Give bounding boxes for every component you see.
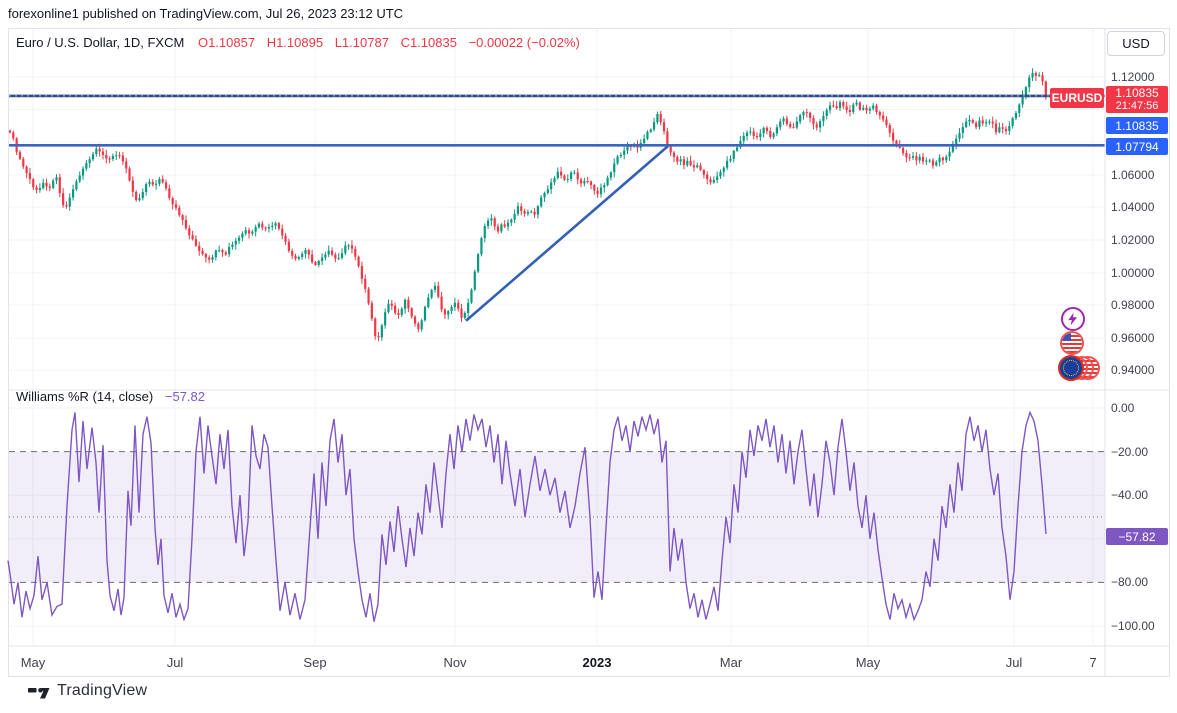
time-tick-label: Sep [303,655,327,670]
price-tick-label: 0.94000 [1111,363,1155,377]
time-tick-label: Jul [166,655,184,670]
ohlc-low: L1.10787 [334,35,389,50]
indicator-title: Williams %R (14, close) [16,389,154,404]
time-tick-label: May [20,655,46,670]
ohlc-close: C1.10835 [400,35,457,50]
tradingview-footer[interactable]: TradingView [28,682,147,700]
time-tick-label: Mar [719,655,743,670]
lightning-bolt-icon [1068,312,1078,326]
current-price-badge: 1.10835 21:47:56 [1106,86,1168,113]
eu-flag-icon [1058,355,1084,381]
price-tick-label: 0.98000 [1111,298,1155,312]
tradingview-logo-icon [28,687,50,698]
currency-button[interactable]: USD [1107,31,1165,56]
indicator-tick-label: −100.00 [1111,619,1155,633]
hline-price-badge: 1.07794 [1106,138,1168,155]
time-tick-label: 2023 [582,655,612,670]
chart-frame [8,28,1170,677]
price-tick-label: 1.04000 [1111,200,1155,214]
indicator-legend[interactable]: Williams %R (14, close) −57.82 [16,389,205,404]
ohlc-change: −0.00022 (−0.02%) [468,35,580,50]
symbol-title: Euro / U.S. Dollar, 1D, FXCM [16,35,185,50]
time-tick-label: May [855,655,881,670]
time-tick-label: 7 [1089,655,1097,670]
indicator-tick-label: −40.00 [1111,488,1149,502]
us-flag-icon[interactable] [1060,331,1084,355]
indicator-value-badge: −57.82 [1106,528,1168,545]
symbol-legend[interactable]: Euro / U.S. Dollar, 1D, FXCM O1.10857 H1… [16,35,588,50]
price-tick-label: 1.02000 [1111,233,1155,247]
price-tick-label: 1.00000 [1111,266,1155,280]
price-tick-label: 1.06000 [1111,168,1155,182]
us-flag [1062,333,1082,353]
tradingview-wordmark: TradingView [57,682,148,699]
symbol-price-tag[interactable]: EURUSD [1050,88,1104,108]
current-price: 1.10835 [1115,85,1159,100]
indicator-tick-label: −80.00 [1111,575,1149,589]
indicator-tick-label: 0.00 [1111,401,1135,415]
ohlc-high: H1.10895 [266,35,324,50]
indicator-tick-label: −20.00 [1111,445,1149,459]
attribution-text: forexonline1 published on TradingView.co… [8,6,404,21]
indicator-value: −57.82 [164,389,205,404]
eu-flag-stack-icon[interactable] [1058,355,1104,381]
time-tick-label: Jul [1005,655,1023,670]
time-tick-label: Nov [443,655,467,670]
bar-countdown: 21:47:56 [1115,99,1159,112]
price-tick-label: 1.12000 [1111,70,1155,84]
lightning-idea-icon[interactable] [1061,307,1085,331]
ohlc-open: O1.10857 [197,35,256,50]
hline-price-badge: 1.10835 [1106,117,1168,134]
price-tick-label: 0.96000 [1111,331,1155,345]
